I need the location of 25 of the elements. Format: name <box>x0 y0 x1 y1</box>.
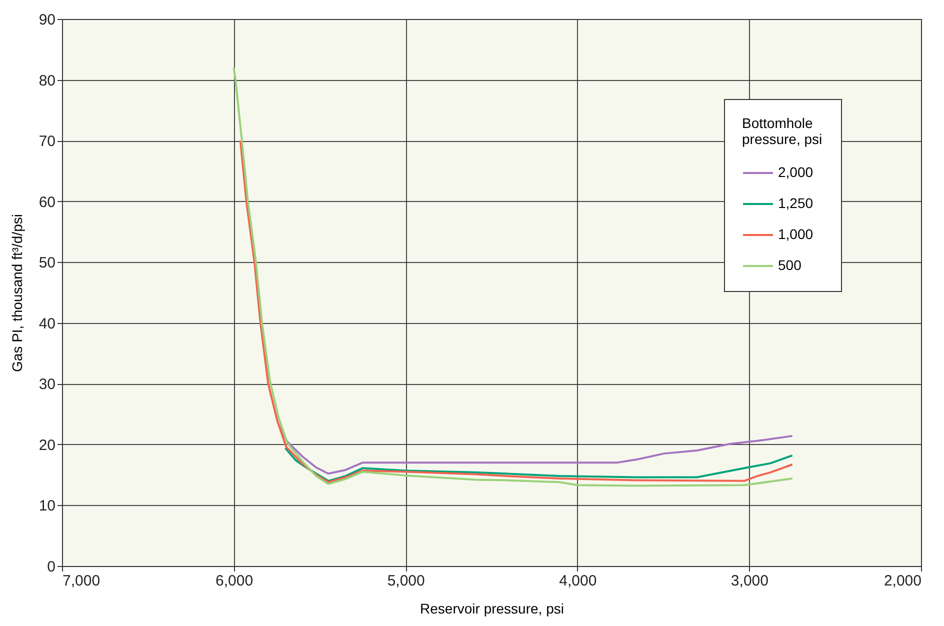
legend-label: 1,000 <box>778 226 814 242</box>
legend-title: Bottomhole pressure, psi <box>742 115 822 147</box>
legend-label: 500 <box>778 257 802 273</box>
x-tick-label: 4,000 <box>559 572 597 590</box>
y-tick-label: 10 <box>38 498 56 515</box>
x-tick-label: 5,000 <box>387 572 425 590</box>
y-tick-label: 30 <box>38 376 56 394</box>
y-tick-label: 50 <box>38 254 56 272</box>
y-tick-label: 0 <box>47 558 56 576</box>
x-tick-label: 6,000 <box>216 572 254 590</box>
y-tick-label: 20 <box>38 436 56 454</box>
x-tick-label: 3,000 <box>730 572 768 590</box>
x-tick-label: 2,000 <box>884 572 922 590</box>
y-tick-label: 90 <box>38 12 56 28</box>
x-tick-label: 7,000 <box>62 572 100 590</box>
legend-label: 1,250 <box>778 195 814 211</box>
y-tick-label: 60 <box>38 194 56 211</box>
y-tick-label: 70 <box>38 133 56 150</box>
line-series <box>278 425 794 475</box>
y-axis-title: Gas PI, thousand ft³/d/psi <box>8 214 25 372</box>
legend-label: 2,000 <box>778 164 814 180</box>
line-series <box>284 447 794 482</box>
y-tick-label: 80 <box>38 72 56 90</box>
x-axis-title: Reservoir pressure, psi <box>420 600 564 616</box>
y-tick-label: 40 <box>38 315 56 332</box>
